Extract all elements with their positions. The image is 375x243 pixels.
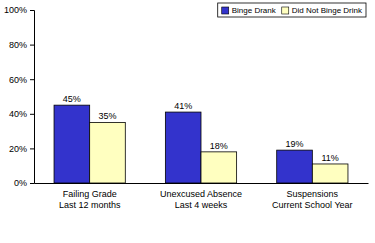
y-axis: 0% 20% 40% 60% 80% 100%: [4, 5, 35, 188]
tick: Failing GradeLast 12 months: [59, 183, 121, 210]
tick-label: Unexcused AbsenceLast 4 weeks: [160, 189, 242, 210]
tick-mark: [30, 114, 34, 115]
bar: [90, 122, 126, 183]
tick-label: 60%: [9, 75, 27, 85]
chart: 0% 20% 40% 60% 80% 100% Failing GradeLast 12 m…: [0, 0, 375, 243]
data-label: 41%: [174, 101, 192, 111]
tick-label: 0%: [14, 178, 27, 188]
plot: 0% 20% 40% 60% 80% 100% Failing GradeLast 12 m…: [4, 5, 369, 210]
tick-label: 20%: [9, 144, 27, 154]
bar: [165, 112, 201, 183]
tick-label: 80%: [9, 40, 27, 50]
legend-swatch: [222, 7, 229, 14]
tick-mark: [30, 183, 34, 184]
data-label: 11%: [321, 153, 338, 163]
tick: 80%: [9, 40, 34, 50]
x-axis: Failing GradeLast 12 months Unexcused Abs…: [35, 183, 369, 210]
data-label: 19%: [286, 139, 304, 149]
bar: [277, 150, 313, 183]
bar: [54, 105, 90, 183]
legend-item: Did Not Binge Drink: [282, 6, 363, 15]
legend-swatch: [282, 7, 289, 14]
tick-mark: [30, 10, 34, 11]
legend-box: [218, 3, 366, 17]
data-labels: 45% 41% 19% 35% 18% 11%: [63, 94, 339, 163]
y-axis-line: [30, 11, 35, 184]
tick: 60%: [9, 75, 34, 85]
tick: 20%: [9, 144, 34, 154]
tick: Unexcused AbsenceLast 4 weeks: [160, 183, 242, 210]
tick: SuspensionsCurrent School Year: [272, 183, 353, 210]
tick-mark: [30, 45, 34, 46]
tick-label: Failing GradeLast 12 months: [59, 189, 121, 210]
tick-label: 40%: [9, 109, 27, 119]
tick-mark: [30, 79, 34, 80]
legend-item: Binge Drank: [222, 6, 277, 15]
legend: Binge Drank Did Not Binge Drink: [218, 3, 366, 17]
tick: 0%: [14, 178, 34, 188]
data-label: 18%: [210, 141, 228, 151]
tick: 40%: [9, 109, 34, 119]
x-axis-line: [35, 183, 369, 184]
data-label: 45%: [63, 94, 81, 104]
tick-label: 100%: [4, 5, 27, 15]
bar: [312, 164, 348, 183]
bar: [201, 152, 237, 183]
tick: 100%: [4, 5, 34, 15]
data-label: 35%: [98, 111, 116, 121]
tick-label: SuspensionsCurrent School Year: [272, 189, 353, 210]
bars: [54, 105, 348, 183]
legend-label: Binge Drank: [232, 6, 277, 15]
legend-label: Did Not Binge Drink: [292, 6, 363, 15]
tick-mark: [30, 148, 34, 149]
